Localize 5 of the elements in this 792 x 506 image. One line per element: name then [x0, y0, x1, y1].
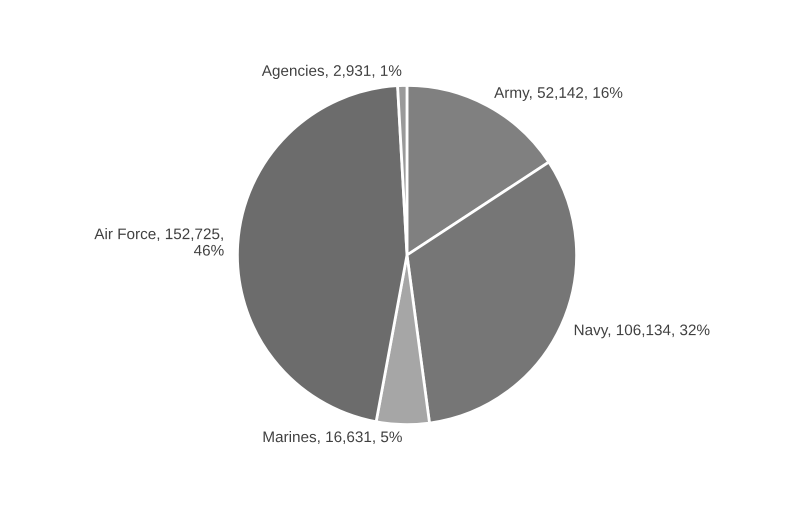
slice-label: Agencies, 2,931, 1% — [262, 64, 402, 80]
slice-label: Army, 52,142, 16% — [494, 87, 622, 101]
slice-label: Air Force, 152,725, 46% — [94, 228, 224, 256]
slice-label: Marines, 16,631, 5% — [264, 430, 402, 444]
slice-label: Navy, 106,134, 32% — [574, 324, 710, 338]
